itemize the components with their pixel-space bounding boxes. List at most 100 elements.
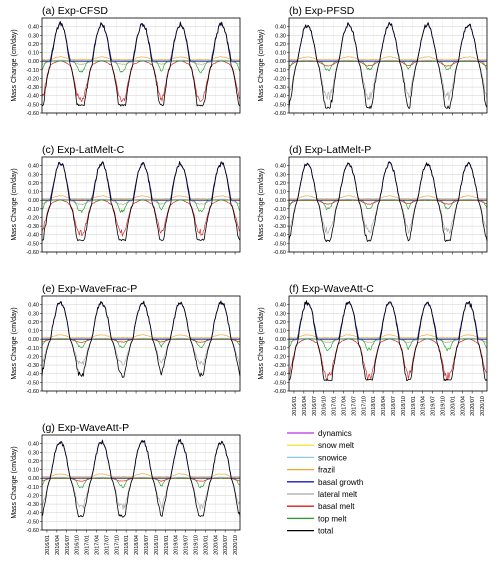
x-tick-label: 2017/04 (341, 396, 347, 416)
plot-area (42, 296, 240, 391)
x-tick-label: 2016/01 (45, 535, 51, 555)
panel-title: (b) Exp-PFSD (289, 5, 355, 17)
y-tick-label: -0.20 (26, 493, 39, 499)
y-tick-label: 0.00 (275, 59, 286, 65)
y-tick-label: -0.50 (26, 102, 39, 108)
y-tick-label: -0.30 (273, 363, 286, 369)
series-line-frazil (41, 334, 241, 339)
x-tick-label: 2019/07 (184, 535, 190, 555)
series-line-snowice (41, 59, 241, 62)
series-line-frazil (41, 56, 241, 61)
x-tick-label: 2016/10 (322, 396, 328, 416)
y-tick-label: 0.40 (275, 25, 286, 31)
y-tick-label: 0.20 (28, 42, 39, 48)
panel-title: (c) Exp-LatMelt-C (42, 144, 125, 156)
x-tick-label: 2018/04 (381, 396, 387, 416)
panel: (g) Exp-WaveAtt-P 0.40 0.30 0.20 0.10 0.00 -0.… (11, 422, 241, 555)
legend-label: frazil (318, 466, 335, 475)
x-tick-label: 2017/04 (94, 535, 100, 555)
legend-label: top melt (318, 514, 347, 523)
y-tick-label: 0.30 (28, 311, 39, 317)
x-tick-label: 2016/07 (65, 535, 71, 555)
series-line-snowice (41, 337, 241, 340)
y-tick-label: -0.60 (26, 250, 39, 256)
y-tick-label: 0.10 (275, 329, 286, 335)
series-line-total (41, 300, 241, 378)
y-tick-label: -0.10 (273, 207, 286, 213)
y-tick-label: 0.30 (275, 172, 286, 178)
y-tick-label: -0.60 (273, 250, 286, 256)
y-tick-label: -0.50 (273, 241, 286, 247)
x-tick-label: 2016/07 (312, 396, 318, 416)
y-axis-label: Mass Change (cm/day) (11, 446, 18, 518)
panel: (a) Exp-CFSD 0.40 0.30 0.20 0.10 0.00 -0.10 -0.… (11, 5, 241, 117)
y-tick-label: -0.50 (273, 102, 286, 108)
y-tick-label: 0.10 (28, 468, 39, 474)
x-tick-label: 2020/10 (233, 535, 239, 555)
y-tick-label: -0.40 (273, 372, 286, 378)
y-tick-label: 0.40 (275, 303, 286, 309)
y-tick-label: -0.50 (26, 380, 39, 386)
panel-title: (a) Exp-CFSD (42, 5, 108, 17)
series-line-top-melt (288, 60, 488, 72)
y-tick-label: 0.30 (275, 311, 286, 317)
y-tick-label: -0.20 (273, 354, 286, 360)
series-line-snowice (288, 198, 488, 201)
y-tick-label: -0.40 (26, 511, 39, 517)
panel: (c) Exp-LatMelt-C 0.40 0.30 0.20 0.10 0.00 -0.… (11, 144, 241, 256)
y-axis-label: Mass Change (cm/day) (258, 29, 265, 101)
series-line-basal-melt (41, 339, 241, 343)
series-line-frazil (288, 334, 488, 339)
y-tick-label: -0.60 (26, 528, 39, 534)
x-tick-label: 2017/07 (104, 535, 110, 555)
x-tick-label: 2018/10 (401, 396, 407, 416)
y-tick-label: 0.30 (28, 172, 39, 178)
y-axis-label: Mass Change (cm/day) (11, 307, 18, 379)
legend-label: snowice (318, 453, 347, 462)
y-tick-label: 0.30 (28, 33, 39, 39)
y-axis-label: Mass Change (cm/day) (11, 168, 18, 240)
y-tick-label: 0.10 (275, 190, 286, 196)
series-line-frazil (288, 56, 488, 61)
plot-frame (41, 295, 241, 392)
y-tick-label: 0.00 (28, 476, 39, 482)
plot-frame (288, 156, 488, 253)
x-tick-label: 2020/04 (460, 396, 466, 416)
y-tick-label: 0.00 (275, 337, 286, 343)
x-tick-label: 2018/01 (371, 396, 377, 416)
y-tick-label: -0.20 (26, 76, 39, 82)
series-line-top-melt (41, 199, 241, 213)
x-tick-label: 2020/01 (450, 396, 456, 416)
x-tick-label: 2018/04 (134, 535, 140, 555)
y-tick-label: 0.00 (275, 198, 286, 204)
panel: (d) Exp-LatMelt-P 0.40 0.30 0.20 0.10 0.00 -0.… (258, 144, 488, 256)
y-tick-label: 0.30 (275, 33, 286, 39)
plot-frame (288, 295, 488, 392)
x-tick-label: 2020/04 (213, 535, 219, 555)
plot-frame (288, 17, 488, 114)
y-tick-label: -0.10 (26, 207, 39, 213)
legend-label: dynamics (318, 429, 352, 438)
y-tick-label: -0.30 (26, 224, 39, 230)
plot-area (42, 435, 240, 530)
y-tick-label: -0.50 (26, 519, 39, 525)
x-tick-label: 2018/01 (124, 535, 130, 555)
series-line-frazil (288, 195, 488, 200)
y-tick-label: -0.20 (273, 76, 286, 82)
y-tick-label: -0.20 (273, 215, 286, 221)
x-tick-label: 2019/04 (174, 535, 180, 555)
series-line-snowice (288, 337, 488, 340)
series-line-total (288, 161, 488, 242)
series-line-basal-melt (288, 61, 488, 67)
x-tick-label: 2019/10 (440, 396, 446, 416)
series-line-top-melt (288, 199, 488, 210)
x-tick-label: 2017/10 (361, 396, 367, 416)
x-tick-label: 2019/01 (164, 535, 170, 555)
x-tick-label: 2018/10 (154, 535, 160, 555)
y-tick-label: 0.10 (28, 51, 39, 57)
y-tick-label: 0.10 (275, 51, 286, 57)
legend-label: lateral melt (318, 490, 358, 499)
y-tick-label: -0.10 (273, 68, 286, 74)
y-tick-label: -0.50 (273, 380, 286, 386)
series-line-snowice (41, 476, 241, 479)
